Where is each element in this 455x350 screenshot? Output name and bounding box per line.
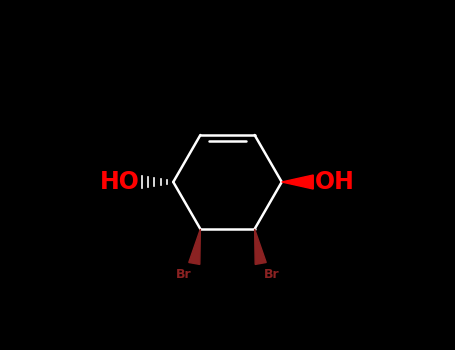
Text: HO: HO	[100, 170, 140, 194]
Text: OH: OH	[315, 170, 355, 194]
Polygon shape	[282, 175, 313, 189]
Text: Br: Br	[176, 268, 192, 281]
Text: Br: Br	[263, 268, 279, 281]
Polygon shape	[255, 229, 266, 264]
Polygon shape	[189, 229, 200, 264]
